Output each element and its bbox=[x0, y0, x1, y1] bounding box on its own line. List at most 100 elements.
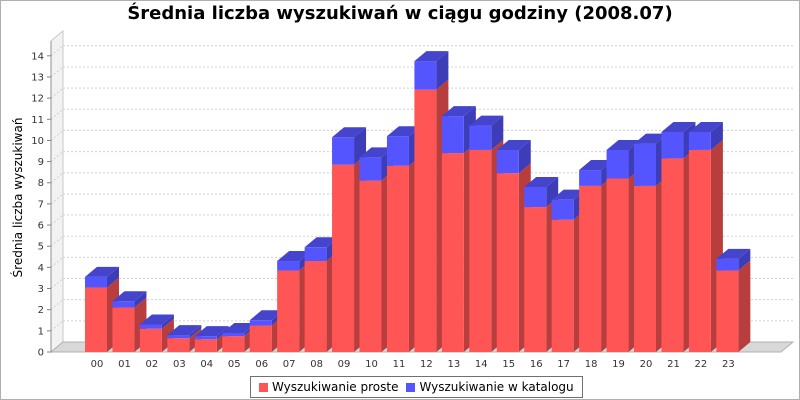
x-tick-label-23: 23 bbox=[722, 359, 735, 370]
bar-side-14-s1 bbox=[491, 115, 504, 150]
bar-top-23 bbox=[716, 248, 751, 259]
y-tick-label-7: 7 bbox=[38, 199, 44, 210]
bar-side-23-s1 bbox=[738, 248, 751, 271]
bar-side-00-s1 bbox=[107, 266, 119, 288]
bar-09-s1 bbox=[332, 137, 355, 165]
x-tick-label-21: 21 bbox=[667, 359, 680, 370]
bar-04-s1 bbox=[194, 336, 217, 340]
bar-15-s0 bbox=[496, 173, 519, 352]
bar-top-09 bbox=[332, 127, 367, 138]
y-tick-label-8: 8 bbox=[38, 178, 44, 189]
gridline-side-1 bbox=[50, 320, 64, 332]
bar-11-s1 bbox=[386, 136, 409, 166]
bar-top-11 bbox=[386, 126, 421, 137]
bar-top-22 bbox=[688, 121, 723, 132]
gridline-side-11 bbox=[50, 108, 64, 120]
y-tick-label-4: 4 bbox=[38, 263, 44, 274]
gridline-side-2 bbox=[50, 299, 64, 311]
x-tick-label-08: 08 bbox=[310, 359, 323, 370]
bar-08-s0 bbox=[304, 261, 327, 352]
bar-top-21 bbox=[661, 121, 696, 132]
x-tick-label-15: 15 bbox=[502, 359, 515, 370]
x-tick-label-12: 12 bbox=[420, 359, 433, 370]
bar-00-s1 bbox=[85, 276, 107, 288]
bar-08-s1 bbox=[304, 247, 327, 262]
y-tick-label-6: 6 bbox=[38, 221, 44, 232]
bar-06-s1 bbox=[249, 320, 272, 326]
bar-top-18 bbox=[579, 160, 614, 171]
bar-02-s0 bbox=[139, 328, 162, 352]
x-tick-label-04: 04 bbox=[200, 359, 213, 370]
bar-03-s0 bbox=[167, 338, 190, 352]
gridline-side-12 bbox=[50, 87, 64, 99]
plot-left-wall bbox=[50, 29, 64, 354]
bar-side-15-s1 bbox=[518, 139, 531, 174]
bar-14-s1 bbox=[469, 125, 492, 150]
bar-20-s0 bbox=[634, 185, 656, 352]
bar-top-20 bbox=[634, 133, 668, 144]
x-tick-label-19: 19 bbox=[612, 359, 625, 370]
bar-18-s1 bbox=[579, 170, 602, 186]
gridline-side-6 bbox=[50, 214, 64, 226]
bar-15-s1 bbox=[496, 149, 519, 174]
legend-label-simple: Wyszukiwanie proste bbox=[272, 380, 399, 394]
bar-top-12 bbox=[414, 51, 449, 62]
y-tick-label-10: 10 bbox=[31, 136, 44, 147]
y-tick-label-14: 14 bbox=[31, 51, 44, 62]
bar-19-s1 bbox=[606, 149, 629, 179]
bar-06-s0 bbox=[249, 325, 272, 352]
x-tick-label-17: 17 bbox=[557, 359, 570, 370]
gridline-side-5 bbox=[50, 235, 64, 247]
bar-10-s1 bbox=[359, 157, 382, 181]
y-tick-label-5: 5 bbox=[38, 242, 44, 253]
bar-11-s0 bbox=[386, 165, 409, 352]
gridline-side-9 bbox=[50, 151, 64, 162]
bar-top-07 bbox=[277, 251, 312, 262]
bar-top-14 bbox=[469, 115, 504, 126]
bar-05-s1 bbox=[222, 332, 245, 337]
bar-22-s1 bbox=[688, 131, 711, 150]
bar-10-s0 bbox=[359, 180, 382, 352]
bar-top-03 bbox=[167, 325, 202, 336]
bar-12-s0 bbox=[414, 89, 437, 353]
bar-top-13 bbox=[441, 106, 476, 117]
gridline-side-14 bbox=[50, 45, 64, 57]
bar-07-s0 bbox=[277, 270, 300, 352]
legend-item-catalog: Wyszukiwanie w katalogu bbox=[406, 380, 574, 394]
bar-17-s1 bbox=[551, 199, 574, 220]
bar-09-s0 bbox=[332, 164, 355, 352]
y-tick-label-11: 11 bbox=[31, 115, 44, 126]
bar-top-16 bbox=[524, 176, 559, 187]
y-tick-label-0: 0 bbox=[38, 348, 44, 359]
bar-top-15 bbox=[496, 139, 531, 150]
bar-16-s0 bbox=[524, 207, 547, 352]
gridline-side-13 bbox=[50, 66, 64, 78]
bar-top-05 bbox=[222, 322, 257, 333]
bar-top-19 bbox=[606, 139, 641, 150]
bar-top-10 bbox=[359, 147, 394, 158]
x-tick-label-00: 00 bbox=[91, 359, 104, 370]
legend: Wyszukiwanie proste Wyszukiwanie w katal… bbox=[250, 376, 583, 398]
bar-18-s0 bbox=[579, 185, 602, 352]
bar-12-s1 bbox=[414, 61, 437, 90]
bar-01-s0 bbox=[112, 307, 135, 352]
x-tick-label-18: 18 bbox=[585, 359, 598, 370]
bar-00-s0 bbox=[85, 287, 107, 352]
legend-item-simple: Wyszukiwanie proste bbox=[259, 380, 398, 394]
bar-21-s1 bbox=[661, 131, 684, 159]
y-tick-label-1: 1 bbox=[38, 326, 44, 337]
bar-03-s1 bbox=[167, 335, 190, 339]
bar-07-s1 bbox=[277, 261, 300, 271]
legend-swatch-catalog bbox=[406, 382, 416, 392]
bar-01-s1 bbox=[112, 301, 135, 308]
bar-22-s0 bbox=[688, 149, 711, 352]
bar-side-23-s0 bbox=[738, 260, 751, 352]
x-tick-label-02: 02 bbox=[146, 359, 159, 370]
bar-17-s0 bbox=[551, 219, 574, 352]
bar-13-s1 bbox=[441, 116, 464, 154]
x-tick-label-09: 09 bbox=[338, 359, 351, 370]
bar-16-s1 bbox=[524, 186, 547, 208]
bar-14-s0 bbox=[469, 149, 492, 352]
